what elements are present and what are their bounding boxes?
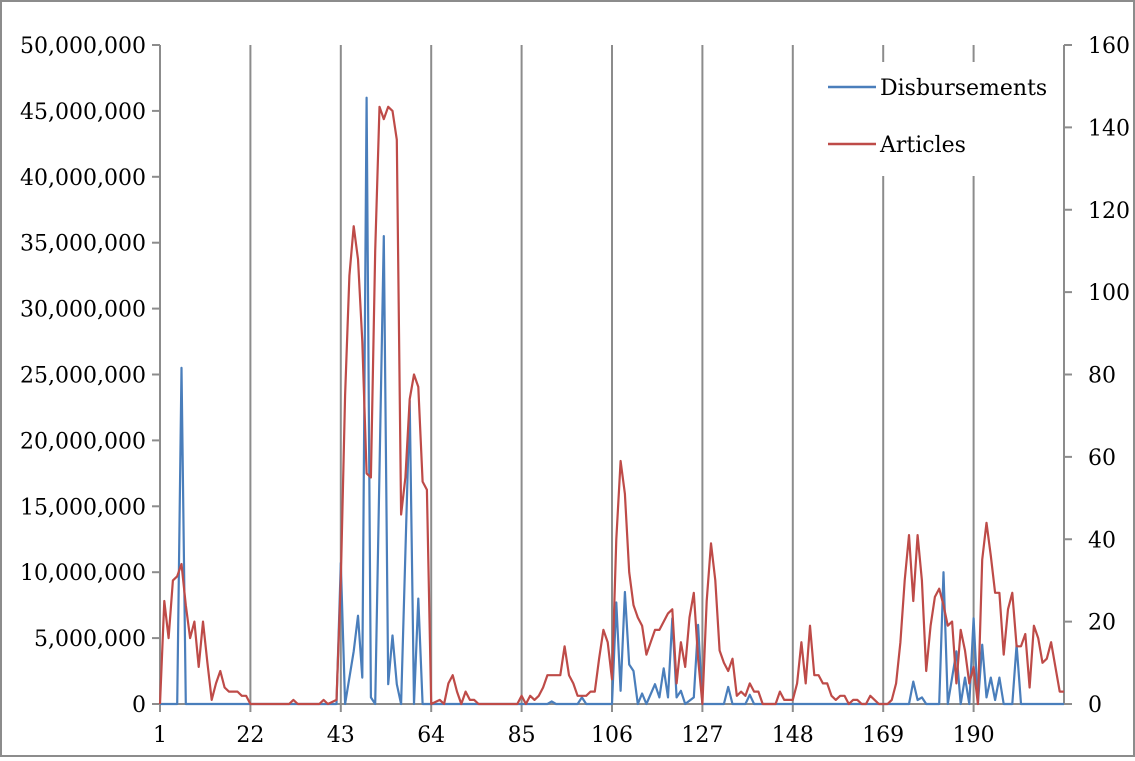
- y-left-tick-label: 15,000,000: [20, 495, 146, 520]
- x-tick-label: 85: [508, 723, 536, 748]
- y-right-tick-label: 40: [1088, 528, 1116, 553]
- gridlines: [249, 45, 975, 704]
- y-right-tick-label: 80: [1088, 364, 1116, 389]
- y-left-tick-label: 5,000,000: [34, 627, 146, 652]
- y-left-tick-label: 20,000,000: [20, 429, 146, 454]
- x-tick-label: 106: [591, 723, 633, 748]
- series-line-disbursements: [160, 96, 1064, 706]
- legend-label-disbursements: Disbursements: [880, 76, 1047, 101]
- x-tick-label: 22: [236, 723, 264, 748]
- y-right-tick-label: 60: [1088, 446, 1116, 471]
- y-right-tick-label: 140: [1088, 116, 1130, 141]
- legend: Disbursements Articles: [828, 76, 1047, 158]
- y-left-tick-label: 40,000,000: [20, 166, 146, 191]
- x-tick-label: 169: [862, 723, 904, 748]
- y-left-tick-label: 25,000,000: [20, 364, 146, 389]
- x-tick-label: 127: [681, 723, 723, 748]
- x-tick-label: 43: [327, 723, 355, 748]
- y-right-tick-label: 160: [1088, 34, 1130, 59]
- y-left-tick-label: 30,000,000: [20, 298, 146, 323]
- y-left-tick-label: 35,000,000: [20, 232, 146, 257]
- y-right-tick-label: 100: [1088, 281, 1130, 306]
- y-left-tick-label: 45,000,000: [20, 100, 146, 125]
- y-right-tick-label: 120: [1088, 199, 1130, 224]
- series-line-articles: [158, 105, 1064, 706]
- x-tick-label: 148: [772, 723, 814, 748]
- x-tick-label: 64: [417, 723, 445, 748]
- y-left-tick-label: 0: [132, 693, 146, 718]
- legend-label-articles: Articles: [879, 133, 966, 158]
- y-right-tick-label: 20: [1088, 611, 1116, 636]
- x-tick-label: 1: [153, 723, 167, 748]
- y-left-tick-label: 10,000,000: [20, 561, 146, 586]
- x-tick-label: 190: [953, 723, 995, 748]
- y-right-tick-label: 0: [1088, 693, 1102, 718]
- y-left-tick-label: 50,000,000: [20, 34, 146, 59]
- series-lines: [158, 96, 1064, 706]
